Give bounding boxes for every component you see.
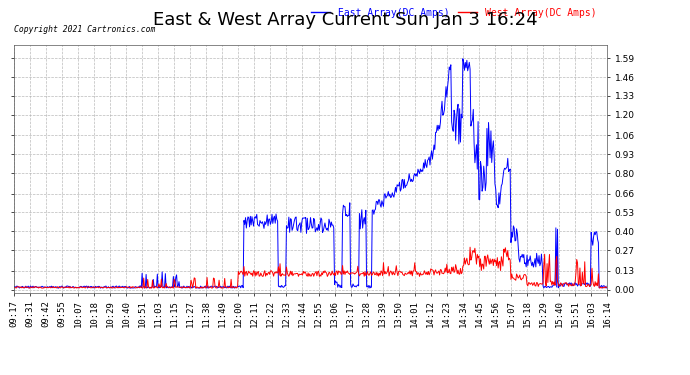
Legend: East Array(DC Amps), West Array(DC Amps): East Array(DC Amps), West Array(DC Amps)	[311, 8, 596, 18]
Text: East & West Array Current Sun Jan 3 16:24: East & West Array Current Sun Jan 3 16:2…	[152, 11, 538, 29]
Text: Copyright 2021 Cartronics.com: Copyright 2021 Cartronics.com	[14, 25, 155, 34]
